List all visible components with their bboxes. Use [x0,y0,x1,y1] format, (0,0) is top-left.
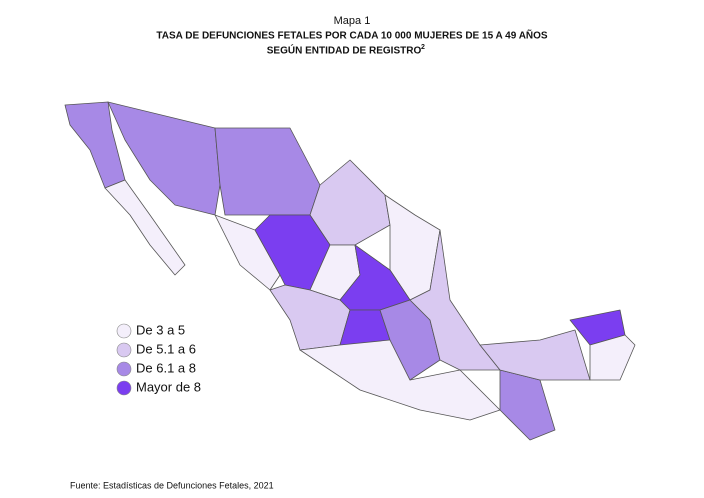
region [479,329,591,381]
region [214,127,321,216]
region [499,369,556,441]
legend: De 3 a 5 De 5.1 a 6 De 6.1 a 8 Mayor de 8 [116,322,201,396]
legend-swatch [116,380,132,396]
subtitle: SEGÚN ENTIDAD DE REGISTRO [267,44,422,57]
legend-swatch [116,323,132,339]
region [214,214,281,291]
region [309,159,391,246]
legend-label: De 3 a 5 [136,322,185,337]
region [104,179,186,276]
map-label: Mapa 1 [334,15,371,27]
source: Fuente: Estadísticas de Defunciones Feta… [70,480,274,490]
legend-swatch [116,361,132,377]
legend-label: De 6.1 a 8 [136,360,196,375]
region [589,334,636,381]
legend-swatch [116,342,132,358]
legend-label: De 5.1 a 6 [136,341,196,356]
title: TASA DE DEFUNCIONES FETALES POR CADA 10 … [156,29,548,42]
legend-label: Mayor de 8 [136,379,201,394]
footnote-ref: 2 [421,44,425,51]
region [409,229,501,371]
mexico-map [64,101,636,441]
